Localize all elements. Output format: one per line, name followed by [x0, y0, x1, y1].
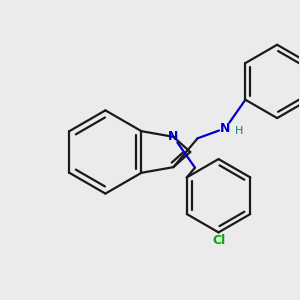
- Text: Cl: Cl: [212, 234, 225, 247]
- Text: N: N: [220, 122, 231, 135]
- Text: H: H: [235, 126, 244, 136]
- Text: N: N: [168, 130, 178, 143]
